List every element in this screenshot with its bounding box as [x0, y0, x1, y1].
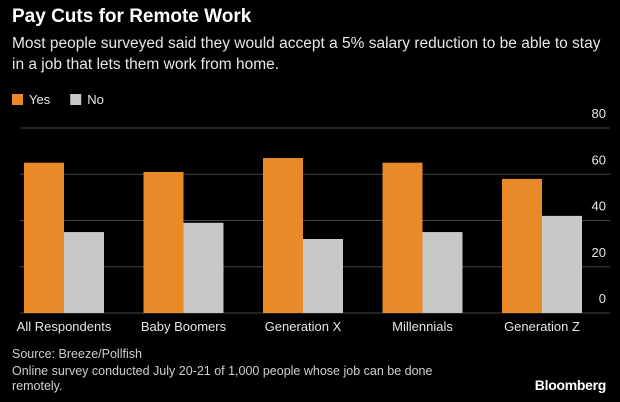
x-tick-label: Millennials [392, 319, 453, 334]
x-tick-label: Baby Boomers [141, 319, 227, 334]
source: Source: Breeze/Pollfish [12, 347, 142, 361]
y-tick-label: 60 [592, 152, 606, 167]
x-tick-label: Generation X [265, 319, 342, 334]
bar [542, 215, 582, 313]
chart-title: Pay Cuts for Remote Work [12, 6, 252, 27]
brand: Bloomberg [534, 377, 607, 393]
legend-label: Yes [29, 92, 51, 107]
bar [183, 222, 224, 313]
legend-swatch [12, 94, 23, 105]
bar [64, 232, 104, 313]
bar [24, 162, 64, 313]
bar [263, 158, 303, 313]
x-tick-label: Generation Z [504, 319, 580, 334]
y-tick-label: 0 [599, 291, 606, 306]
legend-swatch [70, 94, 82, 105]
chart-subtitle: Most people surveyed said they would acc… [12, 35, 601, 73]
bar [143, 171, 184, 313]
bar [502, 178, 542, 313]
y-tick-label: 80 [592, 106, 606, 121]
legend-label: No [87, 92, 104, 107]
bar [382, 162, 423, 313]
y-tick-label: 40 [592, 199, 606, 214]
x-tick-label: All Respondents [17, 319, 112, 334]
note: Online survey conducted July 20-21 of 1,… [12, 364, 433, 393]
bar [422, 232, 463, 313]
bar [303, 239, 343, 313]
y-tick-label: 20 [592, 245, 606, 260]
